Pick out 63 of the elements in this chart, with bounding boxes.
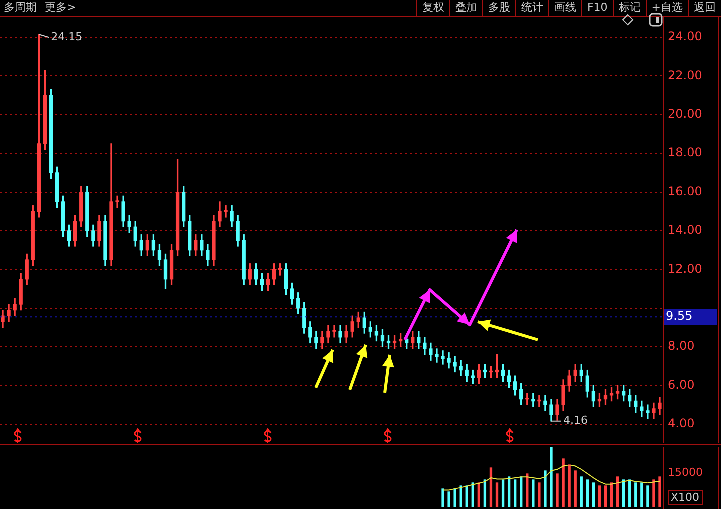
- y-tick-label: 14.00: [668, 223, 702, 238]
- bar: [646, 486, 650, 507]
- bar: [526, 474, 529, 507]
- bar: [466, 486, 468, 507]
- y-tick-label: 24.00: [668, 30, 702, 44]
- bar: [652, 480, 656, 507]
- text: 返回: [688, 0, 721, 16]
- bar: [622, 480, 626, 507]
- y-tick-label: 20.00: [668, 107, 702, 122]
- bar: [604, 486, 608, 507]
- bar: [586, 480, 589, 507]
- text: 多股: [482, 0, 516, 16]
- bar: [454, 488, 456, 507]
- y-tick-label: 18.00: [668, 146, 702, 160]
- text: 复权: [416, 0, 450, 16]
- bar: [508, 476, 511, 507]
- bar: [514, 480, 517, 507]
- y-tick-label: 8.00: [668, 339, 695, 354]
- bar: [544, 470, 547, 507]
- annotation: 24.15: [51, 30, 83, 44]
- text: F10: [581, 0, 613, 16]
- bar: [460, 486, 462, 507]
- text: 更多>: [44, 0, 78, 16]
- text: 画线: [548, 0, 582, 16]
- bar: [550, 447, 553, 507]
- bar: [568, 464, 571, 507]
- bar: [448, 492, 450, 507]
- bar: [658, 476, 662, 507]
- text: +自选: [646, 0, 688, 16]
- bar: [532, 480, 535, 507]
- y-tick-label: 12.00: [668, 262, 702, 276]
- bar: [616, 476, 620, 507]
- text: 叠加: [449, 0, 482, 16]
- bar: [592, 482, 596, 507]
- bar: [496, 482, 499, 507]
- bar: [538, 482, 541, 507]
- text: 标记: [612, 0, 646, 16]
- bar: [478, 482, 481, 507]
- text: 15000: [668, 466, 703, 479]
- ref-line-label: 9.55: [666, 309, 693, 324]
- annotation: 4.16: [563, 414, 588, 428]
- bar: [574, 470, 577, 507]
- y-tick-label: 16.00: [668, 184, 702, 198]
- bar: [610, 482, 614, 507]
- y-tick-label: 6.00: [668, 378, 695, 392]
- bar: [472, 482, 474, 507]
- bar: [520, 476, 523, 507]
- text: 统计: [515, 0, 548, 16]
- bar: [442, 488, 444, 507]
- bar: [484, 480, 487, 507]
- y-tick-label: 22.00: [668, 68, 702, 82]
- bar: [562, 458, 565, 507]
- bar: [490, 468, 493, 507]
- bar: [640, 482, 644, 507]
- bar: [634, 482, 638, 507]
- bar: [628, 480, 632, 507]
- bar: [598, 486, 602, 507]
- text: 多周期: [3, 0, 38, 16]
- y-tick-label: 4.00: [668, 416, 695, 431]
- bar: [502, 480, 505, 507]
- bar: [580, 476, 583, 507]
- text: X100: [668, 490, 703, 505]
- bar: [556, 474, 559, 507]
